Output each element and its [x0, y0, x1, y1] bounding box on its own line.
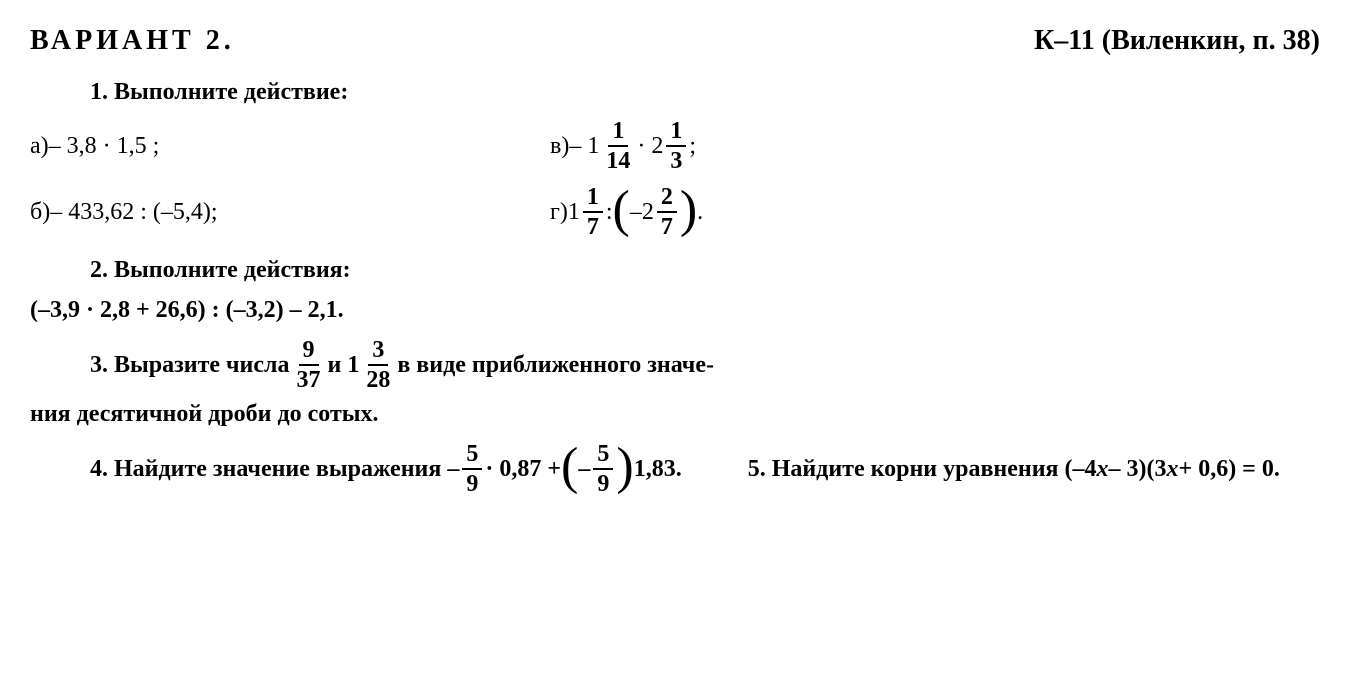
task2-expr: (–3,9 · 2,8 + 26,6) : (–3,2) – 2,1. — [30, 292, 1320, 328]
task1-v: в) – 1 1 14 · 2 1 3 ; — [550, 119, 696, 173]
task1-v-frac2: 1 3 — [666, 119, 686, 173]
header: ВАРИАНТ 2. К–11 (Виленкин, п. 38) — [30, 20, 1320, 62]
open-paren-icon: ( — [561, 441, 578, 493]
task1-v-frac1: 1 14 — [602, 119, 634, 173]
task1-g: г) 1 1 7 : ( –2 2 7 ) . — [550, 185, 703, 239]
task1-a: а) – 3,8 · 1,5 ; — [30, 128, 550, 164]
task3-lead: 3. Выразите числа — [90, 347, 290, 383]
task1-g-label: г) — [550, 194, 568, 230]
task5-x2: x — [1167, 451, 1179, 487]
variant-title: ВАРИАНТ 2. — [30, 20, 235, 62]
task1-b: б) – 433,62 : (–5,4); — [30, 194, 550, 230]
frac-num: 1 — [666, 119, 686, 147]
frac-num: 9 — [299, 338, 319, 366]
task4: 4. Найдите значение выражения – 5 9 · 0,… — [30, 442, 682, 496]
task1-v-lead: – 1 — [569, 128, 599, 164]
task1-a-label: а) — [30, 128, 49, 164]
open-paren-icon: ( — [613, 184, 630, 236]
task5-tail: + 0,6) = 0. — [1179, 451, 1280, 487]
frac-num: 5 — [593, 442, 613, 470]
task1-g-lead: 1 — [568, 194, 580, 230]
task1-g-inner: –2 — [630, 194, 654, 230]
close-paren-icon: ) — [616, 441, 633, 493]
task5-lead: 5. Найдите корни уравнения (–4 — [748, 451, 1097, 487]
frac-den: 28 — [362, 366, 394, 392]
task3-line2: ния десятичной дроби до сотых. — [30, 396, 1320, 432]
task5-mid1: – 3)(3 — [1109, 451, 1167, 487]
frac-den: 7 — [583, 213, 603, 239]
task4-frac2: 5 9 — [593, 442, 613, 496]
task2-title: 2. Выполните действия: — [30, 252, 1320, 288]
frac-den: 7 — [657, 213, 677, 239]
task3-mid: в виде приближенного значе- — [397, 347, 714, 383]
task3-frac2: 3 28 — [362, 338, 394, 392]
task3-and: и 1 — [328, 347, 360, 383]
task3: 3. Выразите числа 9 37 и 1 3 28 в виде п… — [30, 338, 714, 392]
task3-frac1: 9 37 — [293, 338, 325, 392]
task4-mid1: · 0,87 + — [485, 451, 561, 487]
task1-b-expr: – 433,62 : (–5,4); — [50, 194, 217, 230]
task4-tail: 1,83. — [634, 451, 682, 487]
task4-lead: 4. Найдите значение выражения – — [90, 451, 459, 487]
frac-den: 9 — [462, 470, 482, 496]
task1-row-bg: б) – 433,62 : (–5,4); г) 1 1 7 : ( –2 2 … — [30, 182, 1320, 242]
frac-num: 2 — [657, 185, 677, 213]
frac-den: 9 — [593, 470, 613, 496]
task4-inner: – — [578, 451, 590, 487]
task1-v-tail: ; — [689, 128, 696, 164]
source-ref: К–11 (Виленкин, п. 38) — [1034, 20, 1320, 62]
task5: 5. Найдите корни уравнения (–4 x – 3)(3 … — [688, 451, 1280, 487]
task4-frac1: 5 9 — [462, 442, 482, 496]
task1-a-expr: – 3,8 · 1,5 ; — [49, 128, 160, 164]
task1-g-frac1: 1 7 — [583, 185, 603, 239]
task1-v-label: в) — [550, 128, 569, 164]
frac-den: 3 — [666, 147, 686, 173]
task1-g-colon: : — [606, 194, 613, 230]
task1-title: 1. Выполните действие: — [30, 74, 1320, 110]
close-paren-icon: ) — [680, 184, 697, 236]
frac-num: 1 — [583, 185, 603, 213]
frac-den: 37 — [293, 366, 325, 392]
task5-x1: x — [1097, 451, 1109, 487]
frac-num: 5 — [462, 442, 482, 470]
frac-num: 1 — [608, 119, 628, 147]
task1-g-frac2: 2 7 — [657, 185, 677, 239]
task1-row-av: а) – 3,8 · 1,5 ; в) – 1 1 14 · 2 1 3 ; — [30, 116, 1320, 176]
frac-num: 3 — [368, 338, 388, 366]
frac-den: 14 — [602, 147, 634, 173]
task1-v-dot: · 2 — [637, 128, 663, 164]
task1-b-label: б) — [30, 194, 50, 230]
task1-g-tail: . — [697, 194, 703, 230]
